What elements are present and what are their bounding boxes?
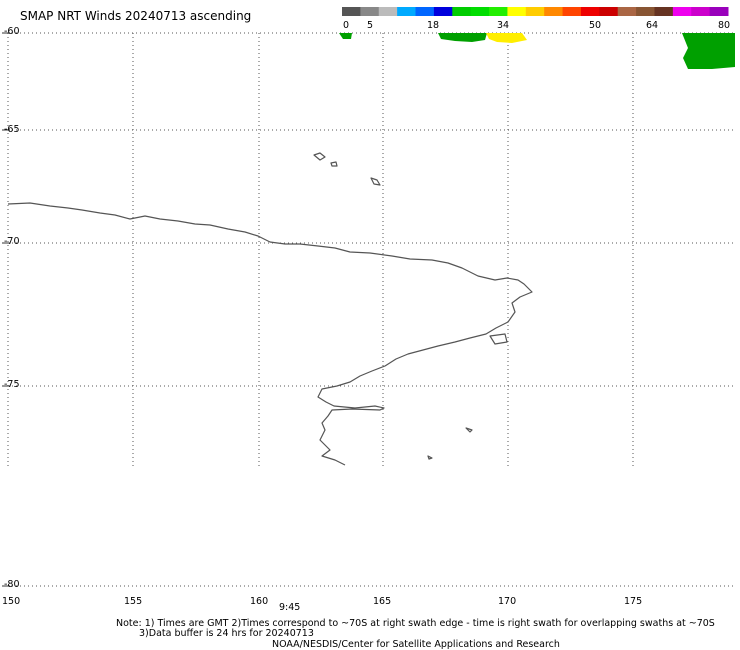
wind-swath-green [438, 33, 487, 42]
wind-swath-green [682, 33, 735, 69]
colorbar-segment [360, 7, 380, 16]
latitude-label: -70 [4, 236, 20, 247]
longitude-label: 165 [373, 596, 392, 607]
latitude-label: -80 [4, 579, 20, 590]
coastline-main [7, 202, 533, 466]
colorbar-segment [672, 7, 692, 16]
island-outline [427, 455, 433, 460]
colorbar-label: 0 [343, 20, 350, 31]
longitude-label: 175 [624, 596, 643, 607]
colorbar-segment [654, 7, 674, 16]
wind-swaths [339, 33, 735, 69]
colorbar-segment [691, 7, 711, 16]
longitude-label: 150 [2, 596, 21, 607]
colorbar-segment [599, 7, 619, 16]
colorbar-segment [544, 7, 564, 16]
colorbar-segment [415, 7, 435, 16]
colorbar-segment [342, 7, 361, 16]
colorbar-segment [636, 7, 655, 16]
colorbar-label: 34 [497, 20, 510, 31]
map-title: SMAP NRT Winds 20240713 ascending [20, 9, 252, 23]
colorbar-segment [489, 7, 508, 16]
colorbar-label: 18 [427, 20, 440, 31]
footer-note-2: 3)Data buffer is 24 hrs for 20240713 [139, 628, 314, 639]
latitude-label: -65 [4, 124, 20, 135]
colorbar-segment [525, 7, 545, 16]
colorbar-segment [709, 7, 729, 16]
coastline-inlet [489, 333, 508, 345]
colorbar-segment [378, 7, 398, 16]
wind-swath-yellow [486, 33, 527, 43]
coastline [7, 152, 533, 466]
island-outline [330, 161, 338, 167]
colorbar-segment [617, 7, 637, 16]
colorbar-label: 64 [646, 20, 659, 31]
longitude-label: 160 [250, 596, 269, 607]
colorbar-segment [470, 7, 490, 16]
longitude-label: 155 [124, 596, 143, 607]
colorbar-segment [562, 7, 582, 16]
colorbar-label: 80 [718, 20, 731, 31]
colorbar-segment [397, 7, 417, 16]
colorbar-label: 50 [589, 20, 602, 31]
colorbar-segment [433, 7, 453, 16]
footer-note-1: Note: 1) Times are GMT 2)Times correspon… [116, 618, 715, 629]
colorbar-label: 5 [367, 20, 374, 31]
island-outline [313, 152, 326, 161]
footer-credit: NOAA/NESDIS/Center for Satellite Applica… [272, 639, 560, 650]
longitude-label: 170 [498, 596, 517, 607]
colorbar-segment [507, 7, 527, 16]
wind-speed-colorbar [342, 7, 729, 16]
map-grid [2, 32, 735, 587]
swath-time-label: 9:45 [279, 602, 301, 613]
island-outline [465, 427, 473, 433]
latitude-label: -75 [4, 379, 20, 390]
wind-swath-green [339, 33, 352, 39]
island-outline [370, 177, 381, 186]
colorbar-segment [580, 7, 600, 16]
colorbar-segment [452, 7, 472, 16]
latitude-label: -60 [4, 26, 20, 37]
